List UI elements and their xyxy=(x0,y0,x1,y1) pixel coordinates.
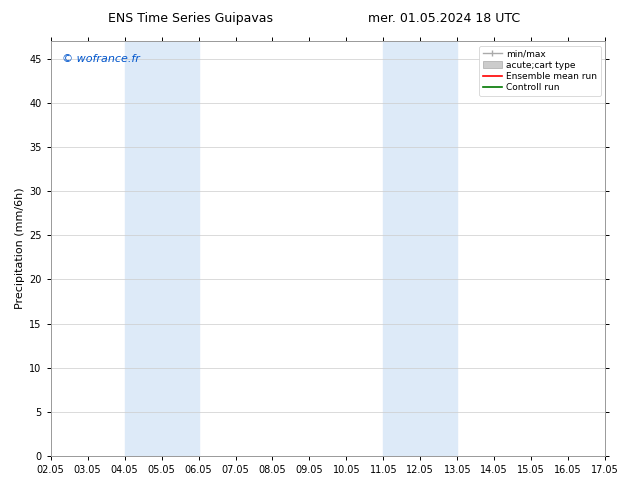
Legend: min/max, acute;cart type, Ensemble mean run, Controll run: min/max, acute;cart type, Ensemble mean … xyxy=(479,46,600,96)
Bar xyxy=(125,41,198,456)
Text: ENS Time Series Guipavas: ENS Time Series Guipavas xyxy=(108,12,273,25)
Y-axis label: Precipitation (mm/6h): Precipitation (mm/6h) xyxy=(15,188,25,309)
Text: mer. 01.05.2024 18 UTC: mer. 01.05.2024 18 UTC xyxy=(368,12,520,25)
Text: © wofrance.fr: © wofrance.fr xyxy=(61,54,139,64)
Bar xyxy=(384,41,457,456)
